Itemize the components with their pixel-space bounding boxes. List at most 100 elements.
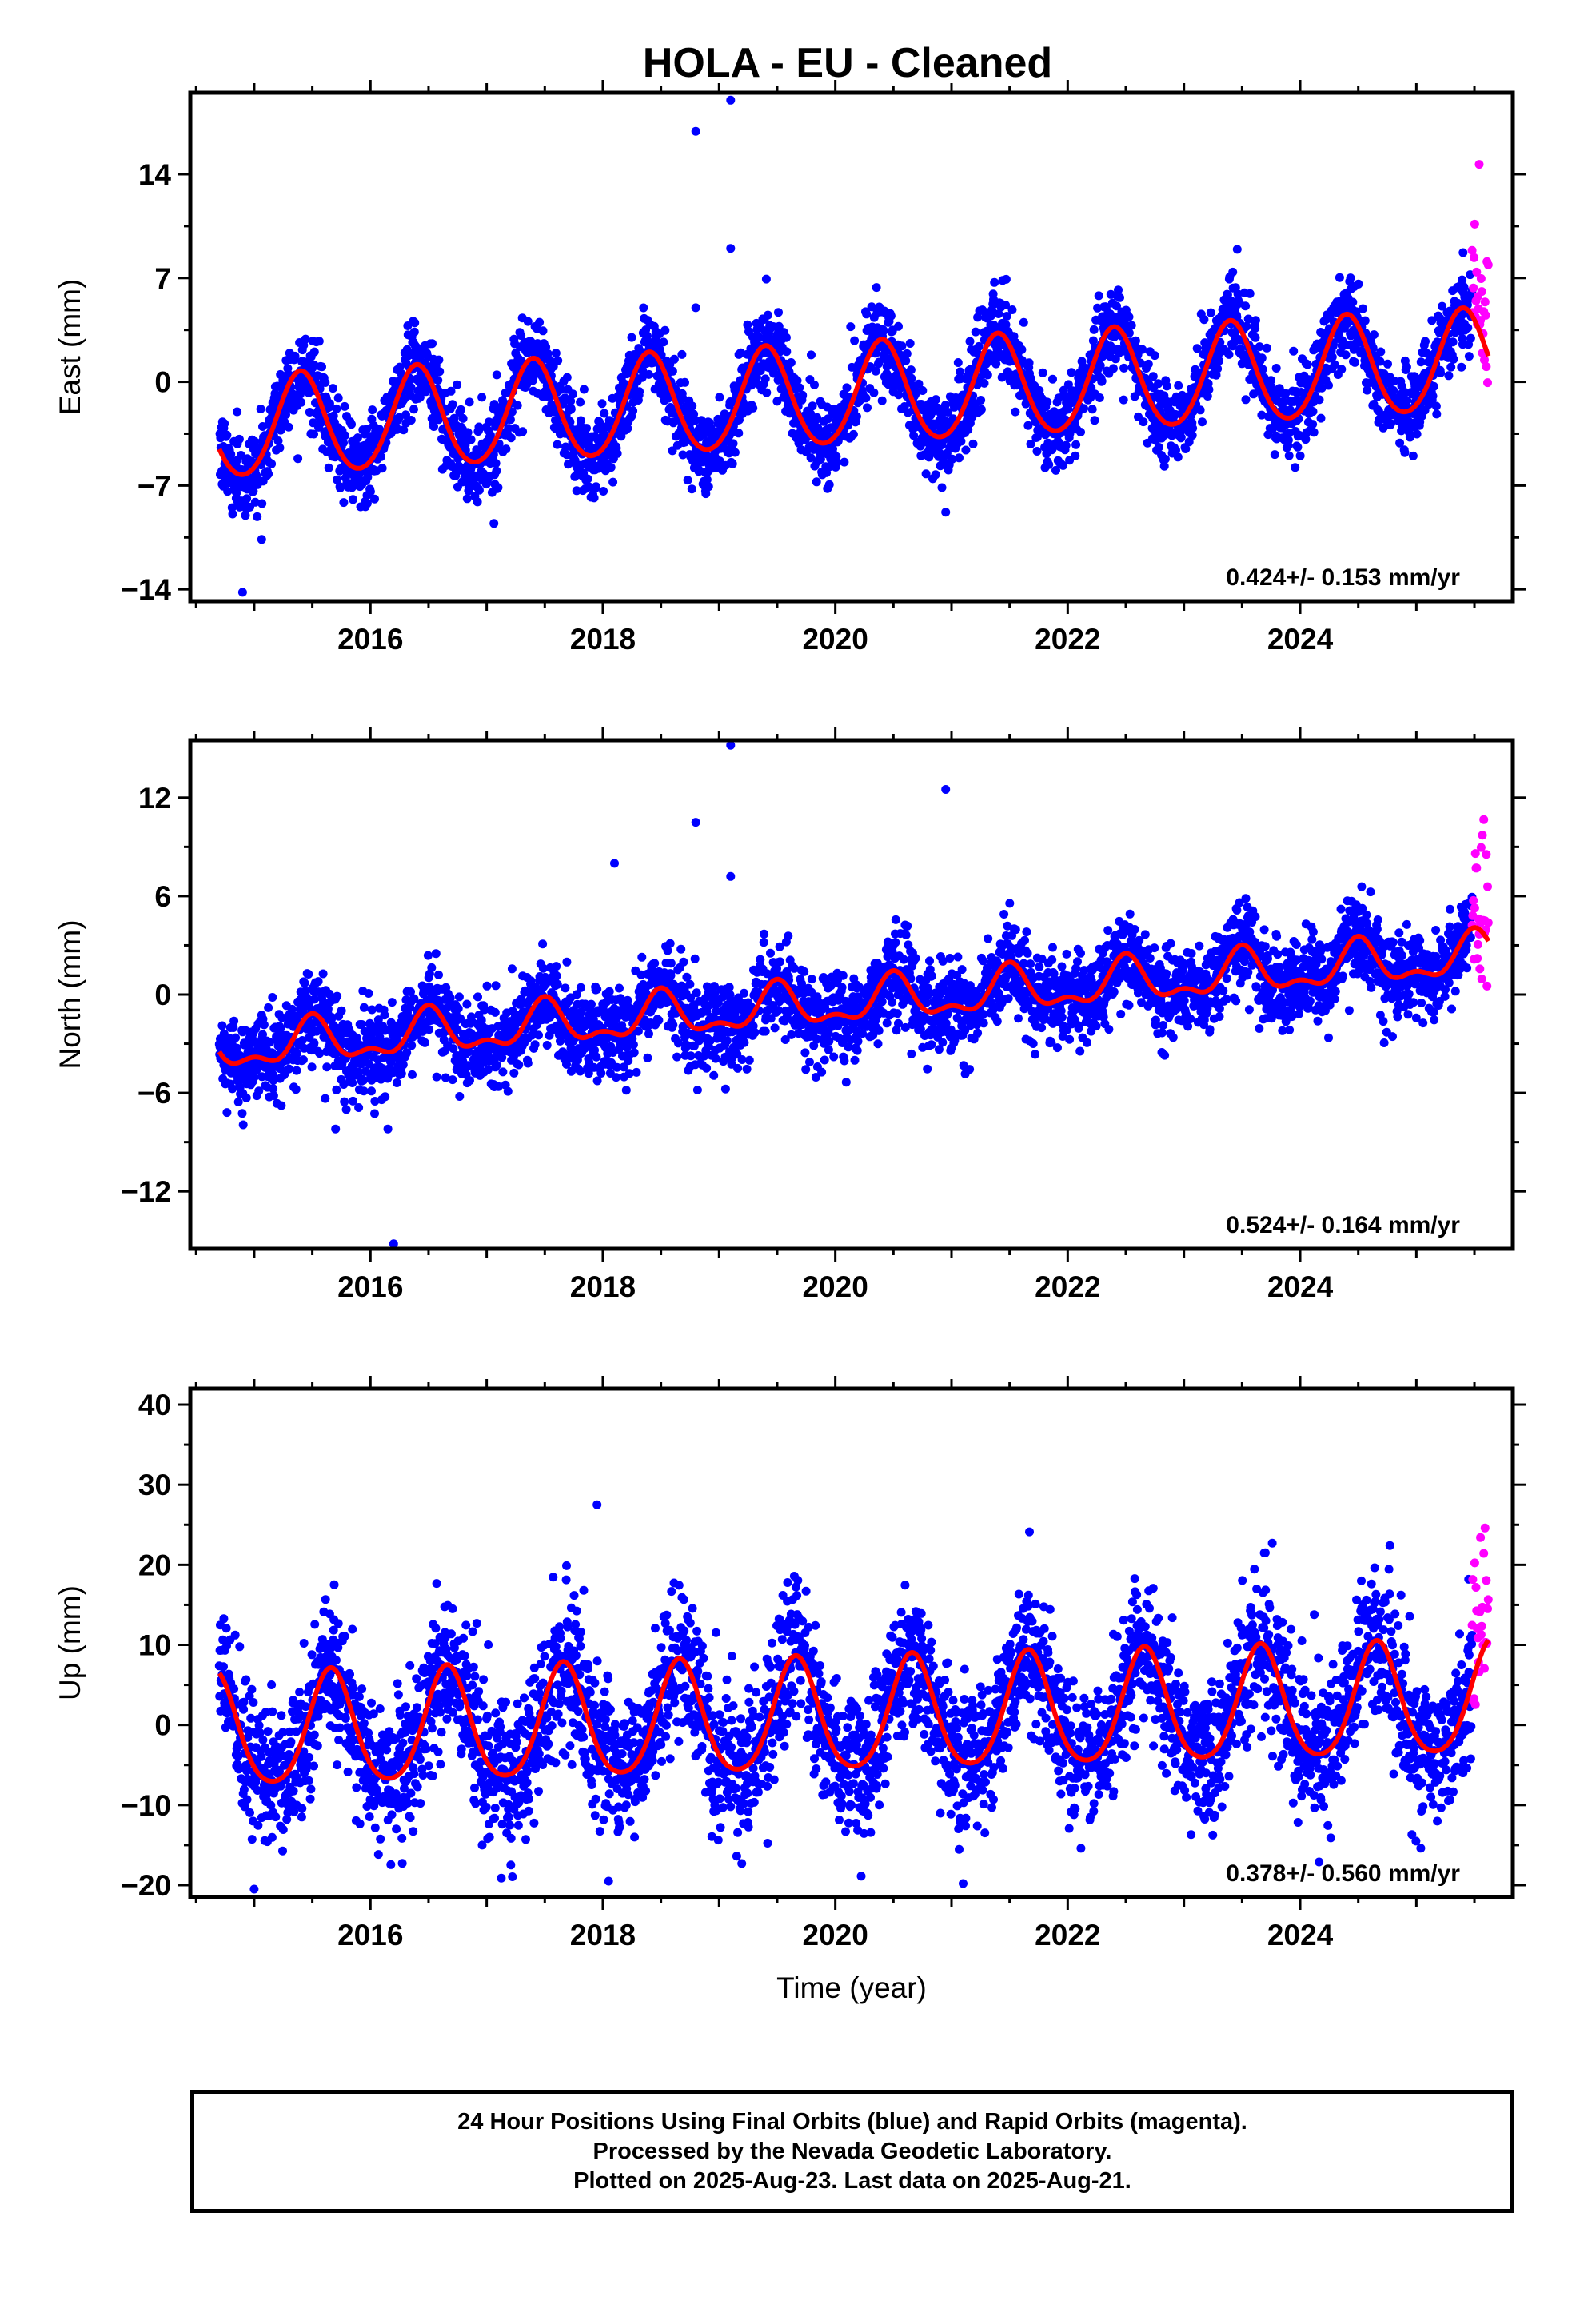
outlier-point: [692, 127, 700, 136]
final-orbit-point: [1272, 364, 1281, 373]
final-orbit-point: [846, 322, 855, 331]
final-orbit-point: [1446, 363, 1455, 372]
final-orbit-point: [275, 444, 284, 452]
final-orbit-point: [872, 283, 881, 292]
final-orbit-point: [1309, 407, 1318, 416]
final-orbit-point: [1242, 322, 1251, 331]
final-orbit-point: [984, 370, 992, 379]
final-orbit-point: [887, 312, 896, 321]
final-orbit-point: [593, 1077, 602, 1086]
final-orbit-point: [492, 459, 501, 468]
final-orbit-point: [365, 989, 373, 998]
final-orbit-point: [473, 992, 482, 1001]
final-orbit-point: [217, 1022, 226, 1030]
final-orbit-point: [1457, 363, 1466, 372]
final-orbit-point: [410, 328, 419, 337]
final-orbit-point: [269, 1091, 278, 1100]
final-orbit-point: [538, 939, 547, 948]
rate-annotation: 0.424+/- 0.153 mm/yr: [1226, 564, 1460, 591]
final-orbit-point: [321, 1094, 329, 1103]
final-orbit-point: [1048, 375, 1057, 384]
final-orbit-point: [1138, 345, 1147, 354]
final-orbit-point: [285, 423, 293, 432]
final-orbit-point: [1002, 275, 1011, 284]
final-orbit-point: [956, 437, 965, 446]
final-orbit-point: [598, 399, 607, 408]
final-orbit-point: [433, 376, 442, 385]
final-orbit-point: [473, 497, 482, 506]
final-orbit-point: [332, 1086, 341, 1094]
final-orbit-point: [576, 398, 585, 407]
final-orbit-point: [1149, 372, 1158, 381]
final-orbit-point: [596, 1069, 605, 1078]
final-orbit-point: [367, 1086, 376, 1095]
final-orbit-point: [762, 275, 771, 284]
final-orbit-point: [380, 1011, 389, 1019]
final-orbit-point: [339, 498, 348, 507]
final-orbit-point: [553, 357, 562, 365]
final-orbit-point: [268, 993, 277, 1002]
y-tick-label: 0: [154, 366, 171, 399]
final-orbit-point: [903, 349, 912, 358]
x-tick-label: 2024: [1267, 623, 1334, 656]
final-orbit-point: [659, 337, 668, 346]
final-orbit-point: [234, 1098, 243, 1106]
final-orbit-point: [577, 417, 585, 425]
final-orbit-point: [1161, 455, 1170, 464]
rapid-orbit-point: [1475, 160, 1484, 169]
rapid-orbit-point: [1483, 378, 1492, 387]
final-orbit-point: [340, 1098, 349, 1106]
final-orbit-point: [432, 949, 441, 958]
final-orbit-point: [1119, 364, 1128, 373]
final-orbit-point: [1466, 334, 1475, 343]
final-orbit-point: [1324, 381, 1333, 390]
final-orbit-point: [660, 326, 669, 335]
final-orbit-point: [1098, 377, 1107, 385]
final-orbit-point: [553, 971, 561, 980]
final-orbit-point: [501, 444, 510, 453]
final-orbit-point: [628, 333, 636, 342]
final-orbit-point: [1127, 321, 1136, 330]
final-orbit-point: [582, 424, 591, 433]
final-orbit-point: [1315, 395, 1324, 404]
final-orbit-point: [880, 326, 888, 335]
final-orbit-point: [1335, 273, 1344, 282]
final-orbit-point: [954, 358, 963, 367]
final-orbit-point: [1199, 315, 1208, 324]
final-orbit-point: [238, 1109, 247, 1118]
final-orbit-point: [1402, 363, 1411, 372]
final-orbit-point: [321, 378, 329, 387]
final-orbit-point: [310, 995, 319, 1003]
final-orbit-point: [1458, 249, 1467, 257]
final-orbit-point: [592, 1053, 600, 1062]
final-orbit-point: [1233, 245, 1242, 253]
final-orbit-point: [493, 483, 502, 492]
outlier-point: [726, 244, 735, 253]
final-orbit-point: [293, 1066, 301, 1075]
final-orbit-point: [807, 350, 816, 359]
final-orbit-point: [483, 982, 492, 991]
outlier-point: [692, 303, 700, 312]
final-orbit-point: [1196, 405, 1205, 414]
final-orbit-point: [561, 983, 569, 992]
final-orbit-point: [348, 1078, 357, 1087]
final-orbit-point: [894, 322, 903, 331]
final-orbit-point: [688, 484, 696, 493]
final-orbit-point: [531, 1040, 540, 1049]
final-orbit-point: [907, 365, 916, 374]
final-orbit-point: [1432, 409, 1441, 418]
final-orbit-point: [492, 467, 501, 476]
final-orbit-point: [782, 333, 791, 342]
final-orbit-point: [1328, 353, 1337, 361]
final-orbit-point: [462, 1000, 471, 1009]
final-orbit-point: [463, 494, 472, 503]
final-orbit-point: [453, 381, 461, 389]
rapid-orbit-point: [1478, 287, 1486, 296]
final-orbit-point: [277, 1102, 285, 1110]
final-orbit-point: [354, 1103, 363, 1112]
final-orbit-point: [938, 484, 947, 492]
final-orbit-point: [317, 362, 326, 371]
rapid-orbit-point: [1484, 261, 1493, 269]
